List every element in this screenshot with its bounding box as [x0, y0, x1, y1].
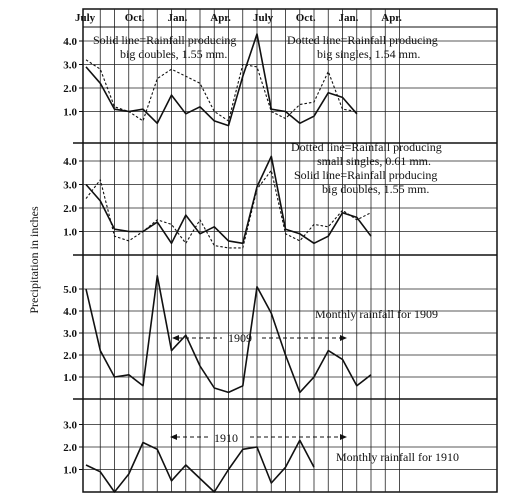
- y-tick-label: 2.0: [63, 83, 77, 95]
- y-tick-label: 1.0: [63, 372, 77, 384]
- year-span-arrows: [170, 335, 347, 440]
- y-tick-label: 3.0: [63, 60, 77, 72]
- panel1-annotation-1: Solid line=Rainfall producing: [93, 33, 236, 47]
- arrowhead-right: [340, 434, 347, 440]
- panel1-dotted-series-line: [85, 59, 357, 122]
- month-label: Jan.: [339, 12, 359, 24]
- panel2-solid-series-line: [85, 155, 372, 245]
- month-label: Apr.: [381, 12, 402, 24]
- arrowhead-left: [172, 335, 179, 341]
- panel3-solid-series-line: [85, 274, 372, 394]
- y-tick-label: 3.0: [63, 420, 77, 432]
- month-axis: July Oct. Jan. Apr. July Oct. Jan. Apr.: [75, 12, 402, 24]
- month-label: Jan.: [168, 12, 188, 24]
- y-tick-label: 1.0: [63, 227, 77, 239]
- panel2-annotation-3: Solid line=Rainfall producing: [294, 168, 437, 182]
- panel1-solid-series-line: [85, 33, 358, 127]
- panel3-year-label: 1909: [228, 331, 252, 345]
- chart-frame: [73, 8, 498, 493]
- data-series: [85, 33, 372, 493]
- panel1-annotation-4: big singles, 1.54 mm.: [317, 47, 420, 61]
- y-tick-label: 2.0: [63, 442, 77, 454]
- y-tick-label: 4.0: [63, 306, 77, 318]
- month-label: Oct.: [296, 12, 316, 24]
- panel1-annotation-3: Dotted line=Rainfall producing: [287, 33, 438, 47]
- y-tick-label: 3.0: [63, 180, 77, 192]
- panel1-annotation-2: big doubles, 1.55 mm.: [120, 47, 227, 61]
- month-label: Apr.: [210, 12, 231, 24]
- panel4-title: Monthly rainfall for 1910: [336, 450, 459, 464]
- arrowhead-right: [340, 335, 347, 341]
- y-tick-label: 2.0: [63, 350, 77, 362]
- panel4-solid-series-line: [85, 439, 315, 493]
- y-tick-label: 5.0: [63, 284, 77, 296]
- y-tick-label: 4.0: [63, 36, 77, 48]
- month-label: Oct.: [125, 12, 145, 24]
- month-label: July: [75, 12, 96, 24]
- y-tick-label: 4.0: [63, 156, 77, 168]
- y-tick-label: 1.0: [63, 465, 77, 477]
- panel2-annotation-4: big doubles, 1.55 mm.: [322, 182, 429, 196]
- panel2-annotation-1: Dotted line=Rainfall producing: [291, 140, 442, 154]
- month-label: July: [253, 12, 274, 24]
- plot-border: [82, 8, 498, 493]
- y-axis-label: Precipitation in inches: [27, 206, 41, 314]
- panel3-title: Monthly rainfall for 1909: [315, 307, 438, 321]
- y-tick-label: 1.0: [63, 107, 77, 119]
- arrowhead-left: [170, 434, 177, 440]
- y-tick-label: 3.0: [63, 328, 77, 340]
- y-ticks: 1.0 2.0 3.0 4.0 1.0 2.0 3.0 4.0 1.0 2.0 3.0 4.0 5.0 1…: [63, 36, 497, 477]
- panel4-year-label: 1910: [214, 431, 238, 445]
- y-tick-label: 2.0: [63, 203, 77, 215]
